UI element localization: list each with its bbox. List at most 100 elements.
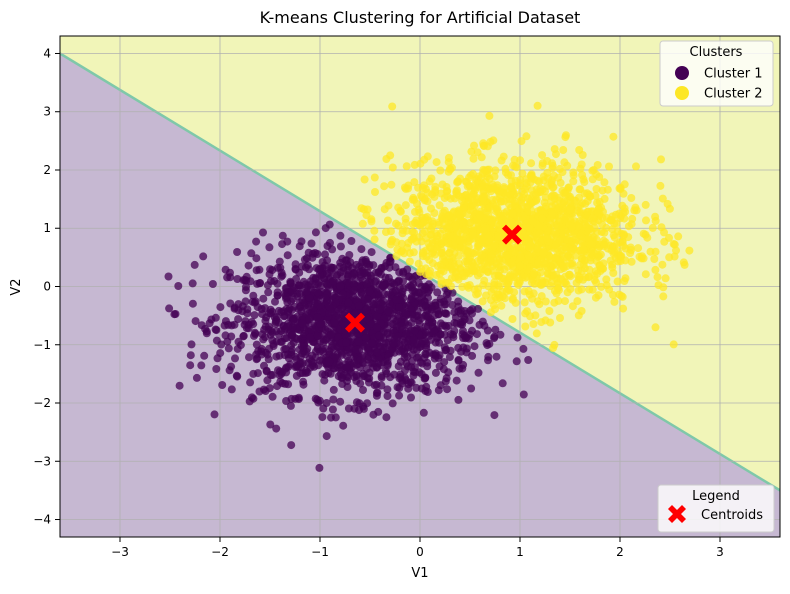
cluster-2-point <box>650 255 659 263</box>
cluster-1-point <box>240 276 249 284</box>
cluster-2-point <box>527 172 536 181</box>
cluster-1-point <box>343 377 351 386</box>
cluster-1-point <box>330 364 339 373</box>
clusters-legend: Clusters Cluster 1 Cluster 2 <box>659 40 774 107</box>
cluster-1-point <box>350 404 359 413</box>
cluster-2-point <box>534 222 543 231</box>
cluster-2-point <box>401 201 410 210</box>
cluster-1-point <box>467 384 476 393</box>
cluster-2-point <box>528 217 537 226</box>
cluster-1-point <box>266 305 275 314</box>
cluster-1-point <box>431 351 440 360</box>
cluster-2-point <box>508 209 517 218</box>
cluster-2-point <box>370 235 379 244</box>
cluster-1-point <box>186 351 195 360</box>
cluster-2-point <box>560 278 569 287</box>
cluster-1-point <box>200 351 209 360</box>
cluster-1-point <box>301 280 310 289</box>
cluster-2-point <box>452 189 461 198</box>
y-tick-label: 4 <box>43 46 51 60</box>
cluster-2-point <box>613 277 622 286</box>
cluster-2-point <box>549 183 558 192</box>
cluster-1-point <box>329 395 338 404</box>
cluster-2-point <box>587 240 596 249</box>
cluster-2-point <box>580 189 589 198</box>
centroids-legend-label: Centroids <box>701 508 763 523</box>
cluster-1-point <box>388 399 397 408</box>
cluster-2-point <box>502 243 511 252</box>
cluster-2-point <box>612 210 620 219</box>
cluster-1-point <box>519 344 528 353</box>
cluster-2-point <box>656 181 665 190</box>
cluster-2-point <box>439 267 448 276</box>
cluster-2-point <box>659 283 668 292</box>
cluster-1-point <box>321 370 330 379</box>
cluster-2-point <box>517 137 526 146</box>
cluster-1-point <box>498 379 507 388</box>
cluster-2-point <box>388 102 397 111</box>
y-tick-label: −1 <box>33 338 51 352</box>
cluster-1-point <box>384 352 393 361</box>
cluster-2-point <box>592 278 600 287</box>
cluster-1-point <box>367 339 376 348</box>
cluster-1-point <box>383 385 392 394</box>
cluster-1-point <box>444 368 453 377</box>
cluster-1-point <box>414 288 423 297</box>
cluster-2-point <box>543 274 552 283</box>
cluster-1-point <box>211 325 220 334</box>
centroids-legend-title: Legend <box>692 489 740 504</box>
cluster-2-point <box>432 158 441 167</box>
cluster-2-point <box>569 168 578 177</box>
cluster-1-point <box>221 317 230 326</box>
cluster-1-point <box>191 317 200 326</box>
cluster-1-point <box>484 356 492 365</box>
cluster-1-point <box>291 363 300 372</box>
cluster-2-point <box>454 259 463 268</box>
cluster-1-point <box>313 288 322 297</box>
cluster-2-point <box>456 174 465 183</box>
cluster-2-point <box>643 233 652 242</box>
cluster-1-point <box>446 330 455 339</box>
cluster-1-point <box>301 304 310 313</box>
cluster-2-point <box>538 214 547 223</box>
cluster-1-point <box>395 303 403 311</box>
cluster-1-point <box>226 299 235 308</box>
cluster-1-point <box>326 238 334 247</box>
cluster-1-point <box>372 389 381 398</box>
cluster-1-point <box>321 294 330 303</box>
cluster-2-point <box>573 206 582 215</box>
cluster-2-point <box>427 204 435 213</box>
cluster-2-point <box>410 178 419 187</box>
cluster-2-point <box>524 251 533 260</box>
cluster-2-point <box>463 259 472 268</box>
cluster-2-point <box>469 154 478 163</box>
cluster-2-point <box>530 269 538 278</box>
cluster-1-point <box>460 331 469 340</box>
cluster-2-point <box>548 209 557 218</box>
cluster-1-point <box>208 280 217 288</box>
cluster-1-point <box>421 302 430 311</box>
y-tick-label: −3 <box>33 454 51 468</box>
cluster-2-point <box>466 253 474 262</box>
cluster-2-point <box>510 155 519 164</box>
cluster-2-point <box>555 236 564 245</box>
cluster-1-point <box>427 305 436 314</box>
cluster-1-point <box>281 379 290 388</box>
cluster-2-point <box>574 222 583 231</box>
cluster-2-point <box>549 344 558 352</box>
cluster-2-point <box>470 141 478 150</box>
cluster-1-point <box>454 395 463 404</box>
cluster-2-point <box>536 184 545 193</box>
cluster-1-point <box>490 411 499 420</box>
cluster-2-point <box>497 156 506 165</box>
cluster-2-point <box>425 255 434 264</box>
cluster-2-point <box>461 225 470 234</box>
x-tick-label: 2 <box>616 545 624 559</box>
cluster-2-point <box>516 253 525 262</box>
cluster-1-point <box>427 283 436 292</box>
cluster-1-point <box>295 242 304 251</box>
cluster-1-point <box>374 354 383 363</box>
cluster-1-point <box>272 313 281 322</box>
cluster-1-point <box>234 315 243 324</box>
cluster-2-point <box>651 265 660 274</box>
